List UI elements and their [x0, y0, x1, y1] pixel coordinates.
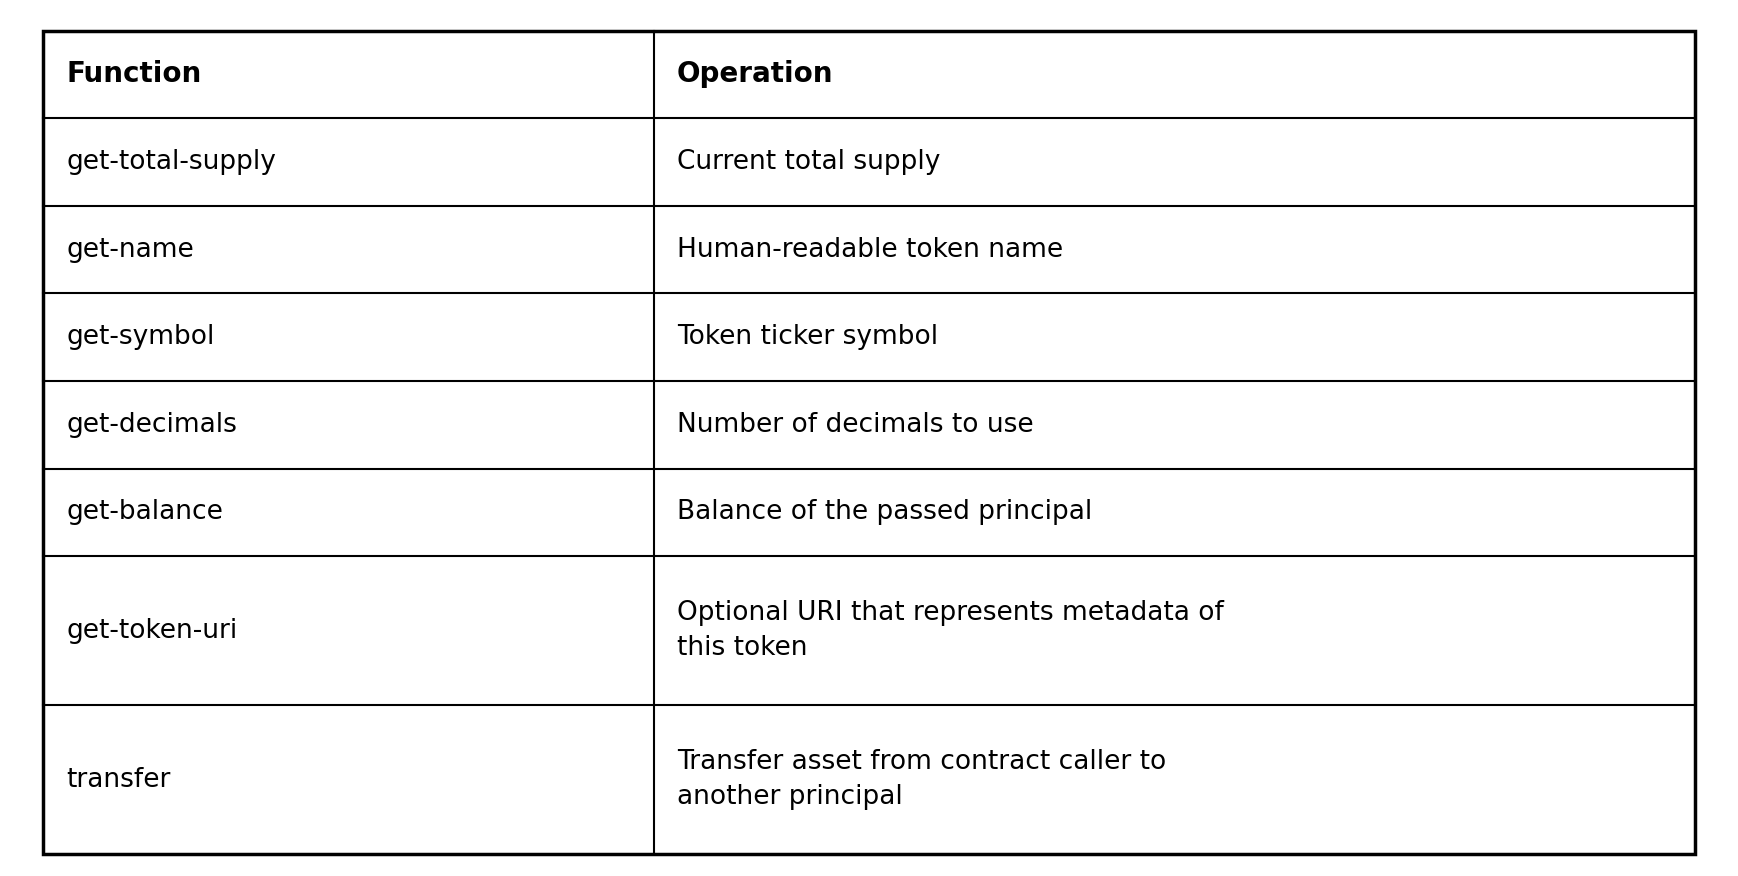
Text: get-decimals: get-decimals	[66, 412, 236, 438]
Text: Operation: Operation	[678, 60, 834, 88]
Text: get-balance: get-balance	[66, 499, 222, 526]
Text: get-name: get-name	[66, 237, 195, 263]
Text: get-token-uri: get-token-uri	[66, 618, 238, 644]
Text: transfer: transfer	[66, 766, 170, 793]
Text: Human-readable token name: Human-readable token name	[678, 237, 1064, 263]
Text: Optional URI that represents metadata of
this token: Optional URI that represents metadata of…	[678, 600, 1224, 661]
Text: Number of decimals to use: Number of decimals to use	[678, 412, 1034, 438]
Text: Current total supply: Current total supply	[678, 149, 940, 175]
Text: get-symbol: get-symbol	[66, 324, 214, 350]
Text: get-total-supply: get-total-supply	[66, 149, 276, 175]
Text: Transfer asset from contract caller to
another principal: Transfer asset from contract caller to a…	[678, 749, 1166, 810]
Text: Token ticker symbol: Token ticker symbol	[678, 324, 939, 350]
Text: Function: Function	[66, 60, 202, 88]
Text: Balance of the passed principal: Balance of the passed principal	[678, 499, 1091, 526]
